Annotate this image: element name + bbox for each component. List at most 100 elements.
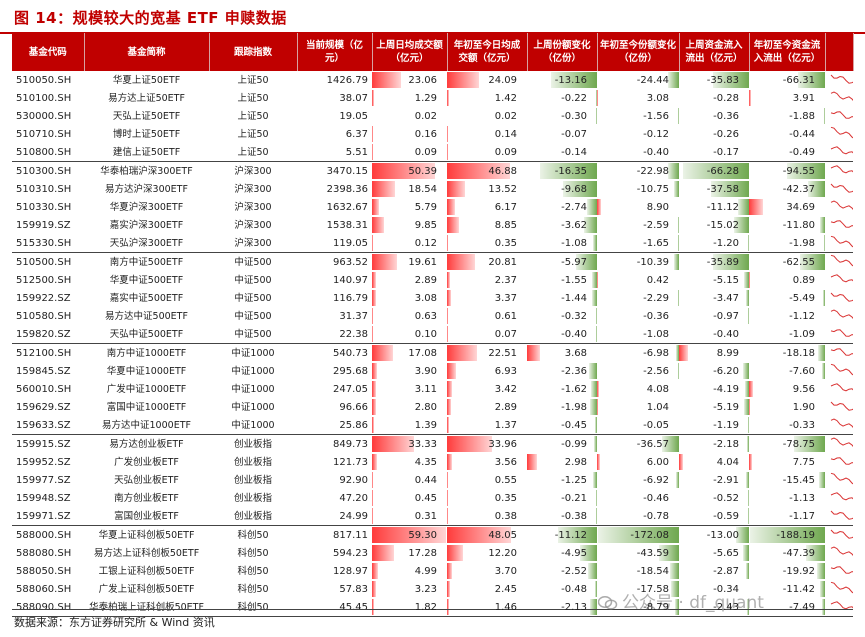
cell-ytd-turnover: 46.88 — [447, 162, 527, 181]
cell-value: -66.31 — [782, 74, 815, 86]
cell-week-flow: -11.12 — [679, 198, 749, 216]
cell-value: -11.12 — [554, 529, 587, 541]
cell-value: -0.38 — [561, 510, 587, 522]
data-bar — [593, 436, 597, 452]
data-bar — [673, 181, 679, 197]
cell-ytd-flow: -11.80 — [749, 216, 825, 234]
data-bar — [596, 90, 597, 106]
data-bar — [372, 290, 376, 306]
data-bar — [822, 599, 825, 615]
col-header-index: 跟踪指数 — [209, 33, 298, 71]
cell-value: 0.07 — [494, 328, 517, 340]
cell-ytd-turnover: 3.56 — [447, 453, 527, 471]
cell-value: -6.20 — [713, 365, 739, 377]
cell-week-turnover: 2.89 — [372, 271, 447, 289]
cell-week-turnover: 4.99 — [372, 562, 447, 580]
cell-value: -1.13 — [789, 492, 815, 504]
data-bar — [597, 381, 599, 397]
cell-fund-name: 富国中证1000ETF — [106, 401, 187, 413]
cell-scale: 140.97 — [333, 274, 368, 286]
cell-ytd-flow: -19.92 — [749, 562, 825, 580]
cell-index: 创业板指 — [233, 474, 272, 486]
data-bar — [744, 381, 749, 397]
cell-value: -5.49 — [789, 292, 815, 304]
cell-week-turnover: 0.44 — [372, 471, 447, 489]
cell-ytd-flow: -0.33 — [749, 416, 825, 435]
cell-code: 159845.SZ — [16, 365, 71, 377]
cell-ytd-share: -0.46 — [597, 489, 679, 507]
table-row: 588080.SH 易方达上证科创板50ETF 科创50 594.23 17.28 12.… — [12, 544, 853, 562]
cell-week-share: -2.74 — [527, 198, 597, 216]
data-bar — [447, 345, 477, 361]
cell-value: 48.05 — [488, 529, 517, 541]
cell-ytd-share: -0.36 — [597, 307, 679, 325]
cell-value: -18.18 — [782, 347, 815, 359]
cell-week-turnover: 9.85 — [372, 216, 447, 234]
cell-ytd-flow: -7.49 — [749, 598, 825, 617]
cell-week-flow: -2.43 — [679, 598, 749, 617]
sparkline — [830, 200, 853, 210]
cell-trend-sparkline — [825, 234, 853, 253]
cell-week-turnover: 3.08 — [372, 289, 447, 307]
data-bar — [818, 472, 825, 488]
table-row: 510580.SH 易方达中证500ETF 中证500 31.37 0.63 0.61 -0… — [12, 307, 853, 325]
cell-week-turnover: 3.90 — [372, 362, 447, 380]
sparkline — [830, 220, 853, 228]
cell-week-share: -4.95 — [527, 544, 597, 562]
cell-value: -0.36 — [643, 310, 669, 322]
data-bar — [820, 217, 825, 233]
data-bar — [563, 181, 597, 197]
cell-value: -9.68 — [561, 183, 587, 195]
cell-ytd-turnover: 1.46 — [447, 598, 527, 617]
cell-fund-name: 华夏上证科创板50ETF — [98, 529, 195, 541]
sparkline — [830, 165, 853, 174]
cell-week-flow: -6.20 — [679, 362, 749, 380]
data-bar — [447, 563, 452, 579]
cell-scale: 963.52 — [333, 256, 368, 268]
cell-scale: 119.05 — [297, 234, 372, 253]
data-bar — [749, 454, 753, 470]
data-bar — [589, 599, 597, 615]
data-bar — [661, 436, 679, 452]
cell-value: -0.14 — [561, 146, 587, 158]
cell-ytd-share: -6.92 — [597, 471, 679, 489]
cell-index: 中证1000 — [231, 401, 275, 413]
cell-ytd-turnover: 48.05 — [447, 526, 527, 545]
sparkline — [830, 254, 853, 267]
cell-fund-name: 易方达上证50ETF — [108, 92, 185, 104]
cell-week-flow: -1.20 — [679, 234, 749, 253]
cell-ytd-turnover: 33.96 — [447, 435, 527, 454]
cell-week-flow: -0.26 — [679, 125, 749, 143]
cell-week-share: -1.98 — [527, 398, 597, 416]
data-bar — [668, 163, 679, 179]
cell-ytd-share: -17.58 — [597, 580, 679, 598]
data-bar — [822, 290, 825, 306]
cell-week-turnover: 33.33 — [372, 435, 447, 454]
table-row: 159922.SZ 嘉实中证500ETF 中证500 116.79 3.08 3.37 -1… — [12, 289, 853, 307]
table-row: 159977.SZ 天弘创业板ETF 创业板指 92.90 0.44 0.55 -1.25 -… — [12, 471, 853, 489]
cell-week-flow: -3.47 — [679, 289, 749, 307]
cell-scale: 6.37 — [345, 128, 368, 140]
cell-value: -188.19 — [776, 529, 815, 541]
data-bar — [372, 436, 414, 452]
cell-ytd-flow: 3.91 — [749, 89, 825, 107]
cell-value: 34.69 — [786, 201, 815, 213]
cell-value: 0.42 — [646, 274, 669, 286]
cell-fund-name: 易方达沪深300ETF — [105, 183, 188, 195]
cell-trend-sparkline — [825, 471, 853, 489]
cell-trend-sparkline — [825, 289, 853, 307]
data-bar — [447, 290, 452, 306]
cell-value: 19.61 — [408, 256, 437, 268]
data-bar — [737, 199, 749, 215]
cell-week-share: 2.98 — [527, 453, 597, 471]
data-bar — [447, 308, 448, 324]
data-bar — [447, 454, 452, 470]
cell-value: -0.21 — [561, 492, 587, 504]
cell-ytd-turnover: 3.37 — [447, 289, 527, 307]
cell-value: -2.91 — [713, 474, 739, 486]
cell-code: 588000.SH — [16, 529, 72, 541]
data-bar — [817, 563, 825, 579]
cell-value: -11.12 — [706, 201, 739, 213]
cell-week-flow: -2.91 — [679, 471, 749, 489]
cell-value: -2.29 — [643, 292, 669, 304]
